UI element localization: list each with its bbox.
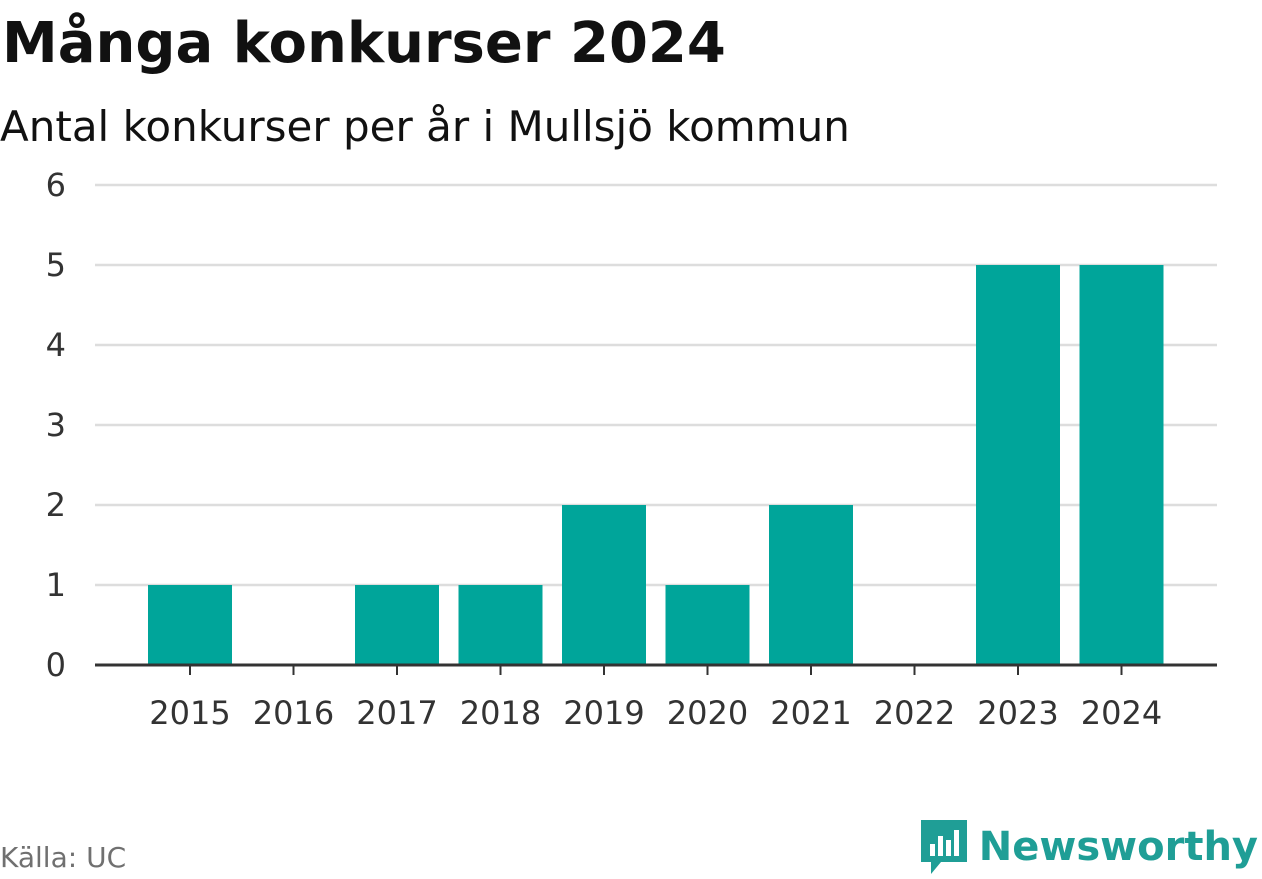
y-tick-label: 0: [46, 646, 66, 684]
y-tick-label: 2: [46, 486, 66, 524]
newsworthy-logo-icon: [920, 820, 967, 874]
bar-2023: [976, 265, 1060, 665]
bar-2015: [148, 585, 232, 665]
brand[interactable]: Newsworthy: [919, 817, 1258, 877]
y-axis: 0 1 2 3 4 5 6: [46, 166, 66, 684]
x-tick-label: 2022: [874, 694, 955, 732]
bar-2017: [355, 585, 439, 665]
x-tick-label: 2019: [563, 694, 644, 732]
y-tick-label: 5: [46, 246, 66, 284]
y-tick-label: 1: [46, 566, 66, 604]
bars: [148, 265, 1164, 665]
chart-subtitle: Antal konkurser per år i Mullsjö kommun: [0, 102, 850, 151]
x-tick-label: 2016: [253, 694, 334, 732]
x-tick-label: 2015: [149, 694, 230, 732]
x-tick-label: 2021: [770, 694, 851, 732]
bar-2024: [1079, 265, 1164, 665]
chart-title: Många konkurser 2024: [2, 11, 726, 76]
x-tick-label: 2023: [977, 694, 1058, 732]
bar-2020: [665, 585, 750, 665]
x-axis: 2015 2016 2017 2018 2019 2020 2021 2022 2023 2024: [95, 663, 1217, 732]
y-tick-label: 4: [46, 326, 66, 364]
source-note: Källa: UC: [0, 841, 127, 874]
brand-name: Newsworthy: [978, 824, 1258, 870]
bar-2018: [458, 585, 543, 665]
bar-2021: [769, 505, 853, 665]
x-tick-label: 2020: [667, 694, 748, 732]
x-tick-label: 2018: [460, 694, 541, 732]
y-tick-label: 6: [46, 166, 66, 204]
bar-2019: [562, 505, 646, 665]
x-tick-label: 2024: [1081, 694, 1162, 732]
x-tick-label: 2017: [356, 694, 437, 732]
y-tick-label: 3: [46, 406, 66, 444]
